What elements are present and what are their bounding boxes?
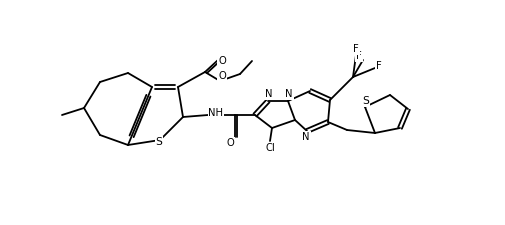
Text: O: O bbox=[218, 71, 225, 81]
Text: O: O bbox=[226, 138, 233, 148]
Text: F: F bbox=[356, 51, 361, 61]
Text: N: N bbox=[285, 89, 292, 99]
Text: S: S bbox=[155, 137, 162, 147]
Text: N: N bbox=[301, 132, 309, 142]
Text: F: F bbox=[352, 44, 358, 54]
Text: S: S bbox=[362, 96, 369, 106]
Text: N: N bbox=[265, 89, 272, 99]
Text: NH: NH bbox=[208, 108, 223, 118]
Text: Cl: Cl bbox=[265, 143, 274, 153]
Text: O: O bbox=[218, 56, 225, 66]
Text: F: F bbox=[375, 61, 381, 71]
